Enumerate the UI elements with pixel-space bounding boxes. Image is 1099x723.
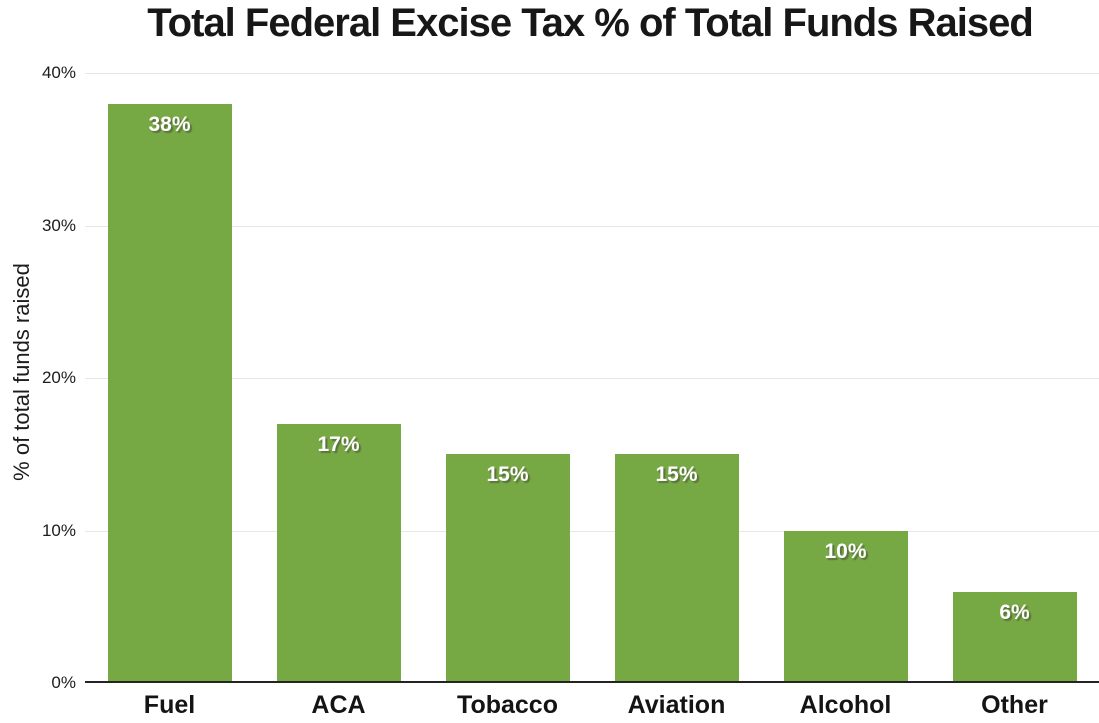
chart-title: Total Federal Excise Tax % of Total Fund… (147, 1, 1034, 45)
bar-value-label: 17% (317, 432, 360, 456)
gridline (85, 225, 1099, 227)
bar-alcohol: 10% (783, 530, 908, 683)
bar-other: 6% (952, 591, 1077, 683)
x-category-label-alcohol: Alcohol (799, 691, 892, 719)
x-category-label-other: Other (981, 691, 1048, 719)
bar-tobacco: 15% (445, 454, 570, 683)
plot-area: 0% 10% 20% 30% 40% 38% Fuel 17% ACA 15% Tobacco 15%… (42, 63, 1099, 719)
x-category-label-tobacco: Tobacco (457, 691, 558, 719)
y-axis-title: % of total funds raised (9, 263, 34, 481)
x-category-label-aca: ACA (311, 691, 366, 719)
bar-aca: 17% (276, 423, 401, 683)
bar-value-label: 15% (655, 463, 698, 487)
bar-value-label: 15% (486, 463, 529, 487)
gridline (85, 530, 1099, 532)
y-tick-label: 40% (41, 63, 76, 82)
y-tick-label: 0% (51, 673, 76, 692)
bar-value-label: 6% (999, 600, 1030, 624)
y-tick-label: 30% (41, 215, 76, 235)
bar-aviation: 15% (614, 454, 739, 683)
bar-fuel: 38% (107, 103, 232, 683)
gridline (85, 73, 1099, 74)
x-category-label-aviation: Aviation (627, 691, 726, 719)
x-axis-line (85, 681, 1099, 683)
gridline (85, 378, 1099, 379)
bar-value-label: 10% (824, 539, 867, 563)
x-category-label-fuel: Fuel (143, 691, 196, 719)
bar-value-label: 38% (148, 112, 191, 136)
y-tick-label: 10% (41, 520, 76, 540)
y-tick-label: 20% (41, 368, 76, 387)
